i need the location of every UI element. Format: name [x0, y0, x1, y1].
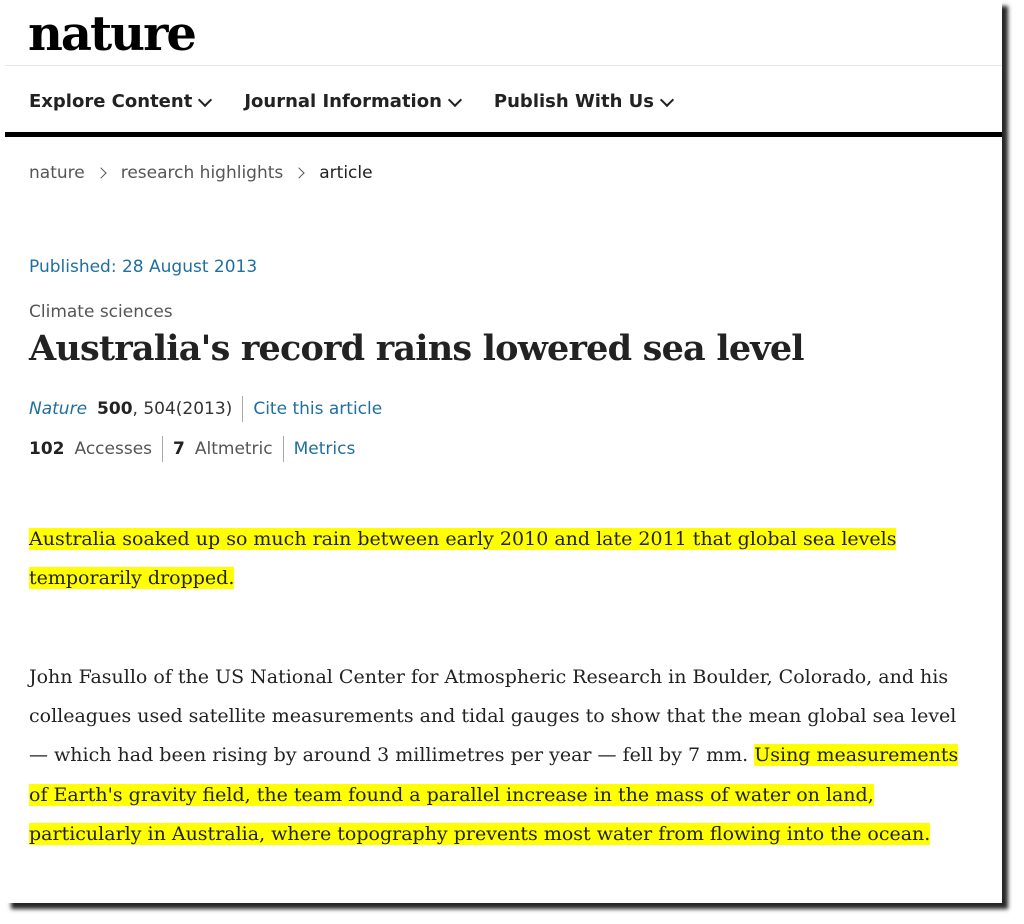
volume-number: 500: [97, 399, 133, 419]
breadcrumb-current: article: [319, 163, 373, 183]
published-date: Published: 28 August 2013: [29, 257, 258, 277]
chevron-right-icon: [293, 167, 305, 179]
article-metrics: 102 Accesses 7 Altmetric Metrics: [29, 436, 355, 462]
journal-name: Nature: [29, 399, 88, 419]
altmetric-label: Altmetric: [194, 439, 273, 459]
metrics-link[interactable]: Metrics: [293, 439, 356, 459]
divider: [242, 396, 244, 422]
standfirst: Australia soaked up so much rain between…: [29, 520, 929, 598]
chevron-down-icon: [659, 92, 675, 107]
chevron-down-icon: [447, 92, 462, 107]
chevron-down-icon: [198, 92, 213, 107]
altmetric-count: 7: [173, 439, 185, 459]
nav-explore-content[interactable]: Explore Content: [29, 82, 213, 122]
page-title: Australia's record rains lowered sea lev…: [29, 328, 805, 369]
body-text: John Fasullo of the US National Center f…: [29, 666, 957, 767]
page-card: nature Explore Content Journal Informati…: [5, 0, 1002, 903]
header-divider: [5, 65, 1002, 66]
breadcrumb-nature[interactable]: nature: [29, 163, 85, 183]
accesses-count: 102: [29, 439, 65, 459]
highlighted-text: Australia soaked up so much rain between…: [29, 528, 897, 590]
nav-label: Publish With Us: [493, 91, 654, 112]
chevron-right-icon: [95, 167, 107, 179]
breadcrumb: nature research highlights article: [29, 163, 373, 183]
article-body-paragraph: John Fasullo of the US National Center f…: [29, 658, 969, 854]
divider: [162, 436, 164, 462]
divider: [282, 436, 284, 462]
nav-journal-information[interactable]: Journal Information: [244, 82, 462, 122]
nav-label: Explore Content: [29, 91, 193, 112]
nature-logo[interactable]: nature: [28, 6, 197, 62]
nav-publish-with-us[interactable]: Publish With Us: [493, 82, 675, 122]
breadcrumb-research-highlights[interactable]: research highlights: [120, 163, 284, 183]
main-nav: Explore Content Journal Information Publ…: [29, 82, 675, 122]
citation-line: Nature 500 , 504(2013) Cite this article: [29, 396, 382, 422]
cite-article-link[interactable]: Cite this article: [253, 399, 383, 419]
page-info: , 504(2013): [132, 399, 233, 419]
article-subject[interactable]: Climate sciences: [29, 302, 173, 322]
nav-label: Journal Information: [244, 91, 442, 112]
accesses-label: Accesses: [74, 439, 153, 459]
nav-divider: [5, 132, 1002, 137]
